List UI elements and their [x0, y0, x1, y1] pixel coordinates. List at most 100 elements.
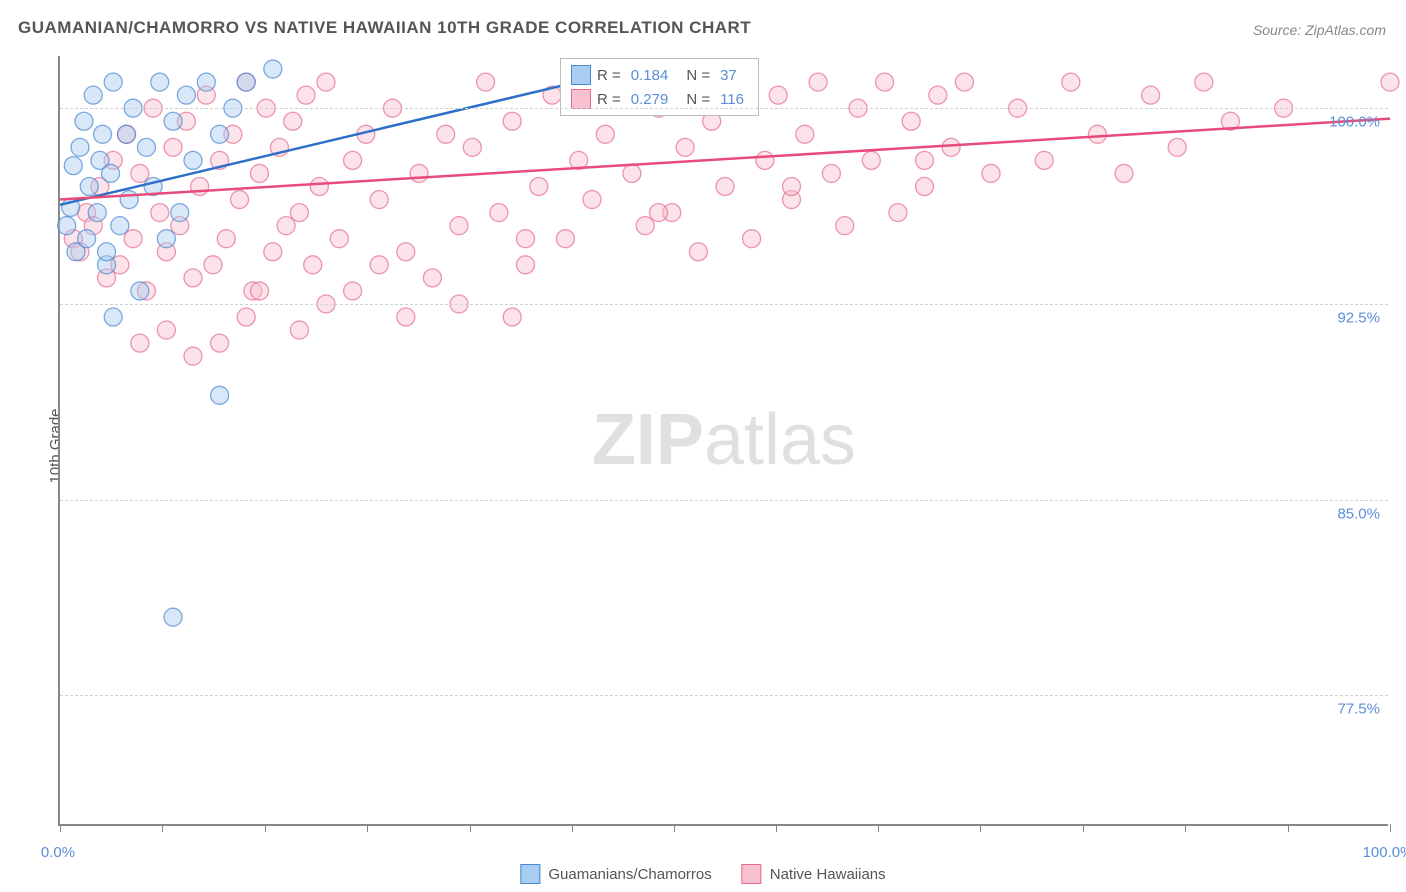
scatter-point	[1381, 73, 1399, 91]
scatter-point	[118, 125, 136, 143]
scatter-point	[862, 151, 880, 169]
scatter-point	[164, 138, 182, 156]
scatter-point	[131, 282, 149, 300]
scatter-point	[177, 86, 195, 104]
r-value-2: 0.279	[631, 91, 669, 108]
scatter-point	[151, 73, 169, 91]
scatter-point	[423, 269, 441, 287]
scatter-point	[264, 60, 282, 78]
swatch-series-2	[571, 89, 591, 109]
scatter-point	[217, 230, 235, 248]
scatter-point	[231, 191, 249, 209]
scatter-point	[955, 73, 973, 91]
scatter-point	[450, 217, 468, 235]
scatter-point	[124, 230, 142, 248]
scatter-point	[211, 334, 229, 352]
scatter-point	[929, 86, 947, 104]
bottom-legend-item-2: Native Hawaiians	[742, 864, 886, 884]
scatter-point	[503, 308, 521, 326]
scatter-point	[164, 608, 182, 626]
bottom-legend-item-1: Guamanians/Chamorros	[520, 864, 711, 884]
grid-line	[60, 108, 1388, 109]
scatter-point	[822, 164, 840, 182]
y-tick-label: 85.0%	[1337, 505, 1380, 522]
scatter-point	[370, 191, 388, 209]
x-tick	[265, 824, 266, 832]
scatter-point	[477, 73, 495, 91]
scatter-point	[104, 73, 122, 91]
scatter-point	[397, 243, 415, 261]
r-label-2: R =	[597, 91, 621, 108]
x-tick-label: 100.0%	[1363, 844, 1406, 861]
scatter-point	[650, 204, 668, 222]
scatter-point	[157, 321, 175, 339]
scatter-point	[98, 243, 116, 261]
scatter-point	[916, 151, 934, 169]
x-tick	[674, 824, 675, 832]
scatter-point	[344, 151, 362, 169]
chart-title: GUAMANIAN/CHAMORRO VS NATIVE HAWAIIAN 10…	[18, 18, 751, 38]
y-tick-label: 92.5%	[1337, 309, 1380, 326]
r-label-1: R =	[597, 67, 621, 84]
scatter-point	[330, 230, 348, 248]
x-tick	[1288, 824, 1289, 832]
scatter-point	[251, 282, 269, 300]
scatter-point	[171, 204, 189, 222]
scatter-point	[596, 125, 614, 143]
scatter-point	[517, 230, 535, 248]
scatter-point	[184, 269, 202, 287]
scatter-point	[104, 308, 122, 326]
bottom-legend-label-2: Native Hawaiians	[770, 866, 886, 883]
scatter-point	[517, 256, 535, 274]
x-tick	[1185, 824, 1186, 832]
scatter-point	[237, 308, 255, 326]
scatter-point	[623, 164, 641, 182]
scatter-point	[78, 230, 96, 248]
scatter-point	[191, 178, 209, 196]
scatter-point	[490, 204, 508, 222]
scatter-point	[982, 164, 1000, 182]
scatter-point	[184, 347, 202, 365]
scatter-point	[88, 204, 106, 222]
scatter-point	[304, 256, 322, 274]
scatter-point	[137, 138, 155, 156]
scatter-point	[94, 125, 112, 143]
x-tick-label: 0.0%	[41, 844, 75, 861]
scatter-point	[120, 191, 138, 209]
y-tick-label: 100.0%	[1329, 114, 1380, 131]
scatter-point	[889, 204, 907, 222]
scatter-point	[463, 138, 481, 156]
scatter-point	[290, 321, 308, 339]
n-value-2: 116	[720, 91, 744, 108]
scatter-point	[297, 86, 315, 104]
bottom-legend-label-1: Guamanians/Chamorros	[548, 866, 711, 883]
scatter-point	[64, 157, 82, 175]
scatter-point	[284, 112, 302, 130]
scatter-point	[211, 125, 229, 143]
x-tick	[878, 824, 879, 832]
scatter-point	[58, 217, 76, 235]
scatter-point	[277, 217, 295, 235]
source-attribution: Source: ZipAtlas.com	[1253, 22, 1386, 38]
scatter-point	[769, 86, 787, 104]
scatter-point	[102, 164, 120, 182]
x-tick	[162, 824, 163, 832]
scatter-point	[157, 230, 175, 248]
y-tick-label: 77.5%	[1337, 701, 1380, 718]
scatter-point	[756, 151, 774, 169]
x-tick	[1390, 824, 1391, 832]
stats-legend-row-1: R = 0.184 N = 37	[571, 63, 748, 87]
scatter-point	[290, 204, 308, 222]
x-tick	[776, 824, 777, 832]
n-label-2: N =	[686, 91, 710, 108]
scatter-point	[111, 217, 129, 235]
scatter-point	[184, 151, 202, 169]
scatter-point	[530, 178, 548, 196]
n-value-1: 37	[720, 67, 737, 84]
scatter-point	[1062, 73, 1080, 91]
scatter-point	[251, 164, 269, 182]
scatter-point	[204, 256, 222, 274]
scatter-point	[636, 217, 654, 235]
grid-line	[60, 695, 1388, 696]
scatter-point	[689, 243, 707, 261]
